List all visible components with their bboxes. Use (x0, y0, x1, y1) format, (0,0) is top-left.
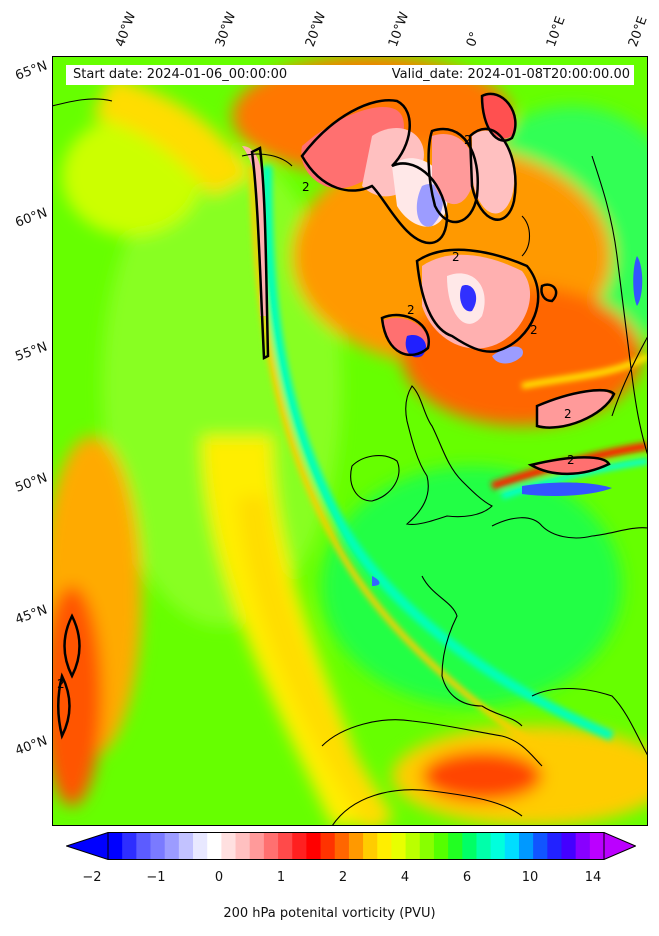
colorbar-cell (108, 832, 123, 860)
colorbar-cell (306, 832, 321, 860)
colorbar-tick: −1 (146, 870, 166, 885)
lon-label: 30°W (212, 10, 240, 49)
colorbar-cell (533, 832, 548, 860)
contour-label: 2 (407, 303, 415, 317)
greenland-coast (51, 98, 113, 107)
map-border (52, 56, 648, 826)
colorbar-cell (122, 832, 137, 860)
lon-label: 10°W (385, 10, 413, 49)
pv-map-canvas: 2 2 2 2 2 2 2 2 (42, 56, 659, 835)
contour-label: 2 (567, 453, 575, 467)
pv-2-contours (57, 92, 616, 740)
colorbar-tick: 2 (338, 870, 348, 885)
colorbar-cells (108, 832, 605, 860)
colorbar-cell (462, 832, 477, 860)
colorbar-border (107, 832, 605, 860)
colorbar-cell (518, 832, 534, 860)
colorbar (66, 832, 636, 860)
colorbar-cell (504, 832, 520, 860)
africa-coast (331, 789, 523, 827)
colorbar-cell (391, 832, 406, 860)
colorbar-tick: −2 (82, 870, 102, 885)
lat-label: 55°N (13, 339, 50, 365)
colorbar-cell (150, 832, 166, 860)
denmark-coast (611, 335, 649, 417)
contour-labels: 2 2 2 2 2 2 2 2 (57, 133, 575, 691)
colorbar-tick: 14 (584, 870, 602, 885)
colorbar-cell (221, 832, 236, 860)
colorbar-cell (320, 832, 336, 860)
colorbar-cell (476, 832, 492, 860)
colorbar-label: 200 hPa potenital vorticity (PVU) (223, 906, 436, 921)
colorbar-cell (547, 832, 562, 860)
valid-date-text: Valid_date: 2024-01-08T20:00:00.00 (391, 67, 630, 82)
contour-label: 2 (302, 180, 310, 194)
colorbar-upper-extension (603, 832, 636, 860)
contour-label: 2 (464, 133, 472, 147)
coastlines (51, 98, 649, 827)
lat-label: 60°N (13, 205, 50, 231)
colorbar-cell (292, 832, 307, 860)
colorbar-lower-extension (66, 832, 109, 860)
norway-coast (591, 155, 649, 457)
colorbar-cell (348, 832, 364, 860)
lon-label: 20°E (625, 14, 651, 50)
lat-label: 65°N (13, 58, 50, 84)
lon-label: 10°E (543, 14, 569, 50)
colorbar-cell (249, 832, 265, 860)
contour-label: 2 (530, 323, 538, 337)
europe-north-coast (491, 517, 649, 539)
colorbar-cell (235, 832, 251, 860)
colorbar-cell (263, 832, 279, 860)
pv-map: 2 2 2 2 2 2 2 2 (42, 56, 659, 835)
ireland-coast (350, 455, 400, 502)
contour-label: 2 (564, 407, 572, 421)
high-pv-regions (242, 94, 643, 586)
lat-label: 40°N (13, 733, 50, 759)
contour-label: 2 (57, 677, 65, 691)
faroe-coast (521, 215, 531, 257)
lon-label: 20°W (302, 10, 330, 49)
colorbar-cell (377, 832, 392, 860)
colorbar-cell (419, 832, 435, 860)
colorbar-cell (334, 832, 350, 860)
mediterranean-coast (531, 687, 649, 757)
colorbar-cell (363, 832, 378, 860)
lat-label: 45°N (13, 602, 50, 628)
colorbar-cell (448, 832, 463, 860)
colorbar-tick: 0 (214, 870, 224, 885)
colorbar-cell (490, 832, 506, 860)
iberia-coast (321, 719, 543, 767)
colorbar-tick: 6 (462, 870, 472, 885)
colorbar-cell (178, 832, 194, 860)
colorbar-cell (575, 832, 591, 860)
colorbar-cell (589, 832, 605, 860)
britain-coast (405, 385, 493, 525)
colorbar-cell (405, 832, 421, 860)
colorbar-cell (278, 832, 293, 860)
date-info-box: Start date: 2024-01-06_00:00:00 Valid_da… (66, 65, 634, 85)
lat-label: 50°N (13, 470, 50, 496)
france-coast (421, 575, 523, 727)
colorbar-tick: 4 (400, 870, 410, 885)
colorbar-cell (164, 832, 180, 860)
lon-label: 0° (463, 29, 484, 49)
colorbar-cell (561, 832, 577, 860)
lon-label: 40°W (112, 10, 140, 49)
start-date-text: Start date: 2024-01-06_00:00:00 (73, 67, 288, 82)
colorbar-cell (193, 832, 208, 860)
colorbar-tick: 1 (276, 870, 286, 885)
colorbar-cell (433, 832, 449, 860)
iceland-coast (241, 153, 293, 167)
contour-label: 2 (452, 250, 460, 264)
colorbar-cell (136, 832, 151, 860)
colorbar-cell (207, 832, 222, 860)
colorbar-tick: 10 (521, 870, 539, 885)
